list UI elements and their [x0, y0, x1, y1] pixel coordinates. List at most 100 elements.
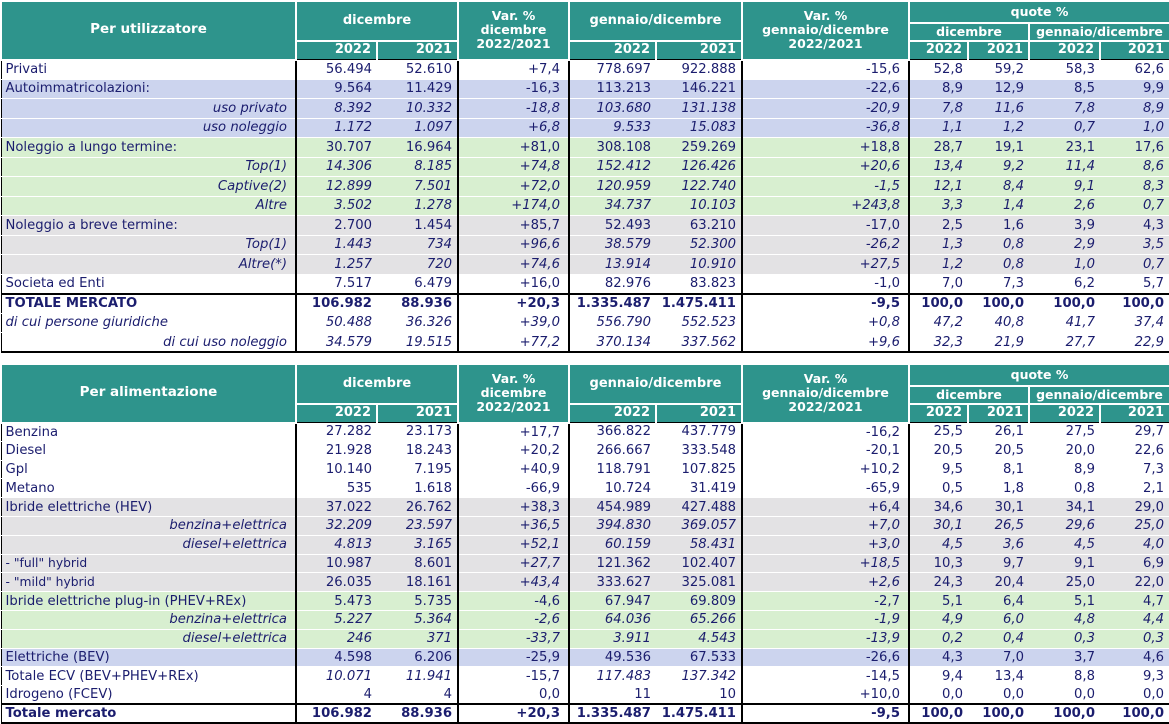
row-label: Ibride elettriche plug-in (PHEV+REx) — [0, 591, 297, 611]
cell-value: 2,5 — [909, 215, 968, 236]
cell-value: -36,8 — [742, 118, 910, 138]
row-label: - "mild" hybrid — [0, 572, 297, 593]
table-row: - "mild" hybrid 26.035 18.161 +43,4 333.627 3… — [0, 572, 1169, 593]
cell-value: -33,7 — [458, 629, 570, 649]
cell-value: 1,0 — [1029, 254, 1100, 275]
cell-value: 9,7 — [968, 554, 1029, 574]
header-quote: quote % — [907, 363, 1169, 387]
cell-value: -14,5 — [742, 666, 910, 687]
cell-value: 17,6 — [1100, 137, 1169, 158]
cell-value: 370.134 — [569, 332, 656, 353]
row-label: Captive(2) — [0, 176, 297, 197]
cell-value: 107.825 — [656, 460, 743, 480]
cell-value: 20,4 — [968, 572, 1029, 593]
table-row: Altre 3.502 1.278 +174,0 34.737 10.103 +243,8 3… — [0, 196, 1169, 216]
cell-value: 34,1 — [1029, 497, 1100, 517]
cell-value: 437.779 — [656, 422, 743, 442]
row-label: di cui persone giuridiche — [0, 313, 297, 333]
header-dicembre: dicembre — [295, 363, 459, 405]
table-body: Benzina 27.282 23.173 +17,7 366.822 437.779 -1… — [0, 422, 1169, 724]
cell-value: 8,3 — [1100, 176, 1169, 197]
cell-value: 3,9 — [1029, 215, 1100, 236]
cell-value: 62,6 — [1100, 59, 1169, 80]
cell-value: 88.936 — [377, 292, 459, 314]
cell-value: +27,5 — [742, 254, 910, 275]
cell-value: -26,6 — [742, 648, 910, 668]
cell-value: 100,0 — [909, 292, 968, 314]
cell-value: 8,8 — [1029, 666, 1100, 687]
cell-value: 27,5 — [1029, 422, 1100, 442]
cell-value: 32,3 — [909, 332, 968, 353]
cell-value: 59,2 — [968, 59, 1029, 80]
header-var-gennaio-dicembre: Var. % gennaio/dicembre 2022/2021 — [741, 363, 910, 424]
cell-value: 0,8 — [968, 235, 1029, 255]
cell-value: +20,3 — [458, 292, 570, 314]
cell-value: 4,3 — [909, 648, 968, 668]
row-label: Diesel — [0, 441, 297, 461]
row-label: Noleggio a lungo termine: — [0, 137, 297, 158]
cell-value: +85,7 — [458, 215, 570, 236]
table-row: Elettriche (BEV) 4.598 6.206 -25,9 49.536 67.… — [0, 648, 1169, 668]
cell-value: 1,2 — [968, 118, 1029, 138]
cell-value: -1,9 — [742, 610, 910, 630]
cell-value: 1,6 — [968, 215, 1029, 236]
cell-value: 0,7 — [1100, 254, 1169, 275]
cell-value: 113.213 — [569, 79, 656, 99]
cell-value: 246 — [296, 629, 377, 649]
header-year: 2021 — [655, 403, 743, 423]
table-row: di cui persone giuridiche 50.488 36.326 +39… — [0, 313, 1169, 333]
cell-value: 7,3 — [968, 274, 1029, 294]
cell-value: 67.947 — [569, 591, 656, 611]
cell-value: 131.138 — [656, 98, 743, 119]
cell-value: 4,7 — [1100, 591, 1169, 611]
cell-value: -17,0 — [742, 215, 910, 236]
cell-value: 23.597 — [377, 516, 459, 536]
cell-value: 12,1 — [909, 176, 968, 197]
cell-value: 22,6 — [1100, 441, 1169, 461]
table-row: Metano 535 1.618 -66,9 10.724 31.419 -65,9 0,5 1… — [0, 478, 1169, 499]
cell-value: 394.830 — [569, 516, 656, 536]
cell-value: 5.473 — [296, 591, 377, 611]
table-row: Ibride elettriche plug-in (PHEV+REx) 5.47… — [0, 591, 1169, 611]
cell-value: 10.332 — [377, 98, 459, 119]
cell-value: 120.959 — [569, 176, 656, 197]
cell-value: 1.335.487 — [569, 292, 656, 314]
cell-value: +16,0 — [458, 274, 570, 294]
cell-value: 18.243 — [377, 441, 459, 461]
cell-value: 126.426 — [656, 157, 743, 177]
cell-value: 1.278 — [377, 196, 459, 216]
cell-value: 4.598 — [296, 648, 377, 668]
header-year: 2021 — [967, 403, 1030, 423]
cell-value: 18.161 — [377, 572, 459, 593]
cell-value: 36.326 — [377, 313, 459, 333]
cell-value: +243,8 — [742, 196, 910, 216]
cell-value: 26.762 — [377, 497, 459, 517]
cell-value: 0,0 — [1029, 685, 1100, 705]
cell-value: 52.610 — [377, 59, 459, 80]
header-quote-gennaio-dicembre: gennaio/dicembre — [1027, 385, 1169, 405]
cell-value: -66,9 — [458, 478, 570, 499]
header-year: 2021 — [1098, 403, 1169, 423]
cell-value: 4,8 — [1029, 610, 1100, 630]
cell-value: 922.888 — [656, 59, 743, 80]
table-row: di cui uso noleggio 34.579 19.515 +77,2 370.… — [0, 332, 1169, 353]
header-year: 2021 — [376, 403, 459, 423]
cell-value: -16,2 — [742, 422, 910, 442]
cell-value: +74,8 — [458, 157, 570, 177]
cell-value: 26,5 — [968, 516, 1029, 536]
cell-value: 556.790 — [569, 313, 656, 333]
cell-value: 34,6 — [909, 497, 968, 517]
cell-value: 15.083 — [656, 118, 743, 138]
cell-value: 259.269 — [656, 137, 743, 158]
cell-value: 3.165 — [377, 535, 459, 555]
cell-value: 0,8 — [968, 254, 1029, 275]
cell-value: 4.543 — [656, 629, 743, 649]
header-var-line: Var. % — [491, 7, 536, 23]
cell-value: 9.564 — [296, 79, 377, 99]
cell-value: 16.964 — [377, 137, 459, 158]
cell-value: 1,3 — [909, 235, 968, 255]
table-row: diesel+elettrica 4.813 3.165 +52,1 60.159 58.… — [0, 535, 1169, 555]
cell-value: 11,6 — [968, 98, 1029, 119]
cell-value: 1.257 — [296, 254, 377, 275]
row-label: diesel+elettrica — [0, 535, 297, 555]
